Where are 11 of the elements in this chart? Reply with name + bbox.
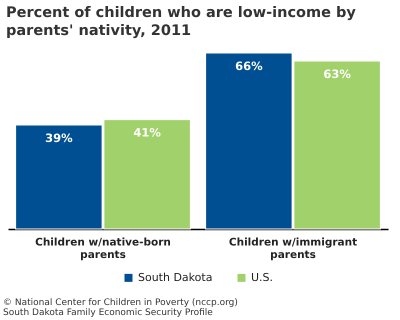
data-label: 41% xyxy=(133,126,162,140)
text: South Dakota Family Economic Security Profile xyxy=(3,308,214,318)
text: © National Center for Children in Poverty (nccp.org) xyxy=(3,298,238,308)
x-tick-label: Children w/immigrant parents xyxy=(228,236,358,261)
data-label: 66% xyxy=(235,59,264,73)
data-label: 63% xyxy=(323,67,352,81)
data-label: 39% xyxy=(45,131,74,145)
x-tick-label: Children w/native-born parents xyxy=(35,236,171,261)
legend-label: U.S. xyxy=(251,270,274,284)
legend-label: South Dakota xyxy=(138,270,212,284)
chart-title: Percent of children who are low-income by parents' nativity, 2011 xyxy=(5,4,357,40)
